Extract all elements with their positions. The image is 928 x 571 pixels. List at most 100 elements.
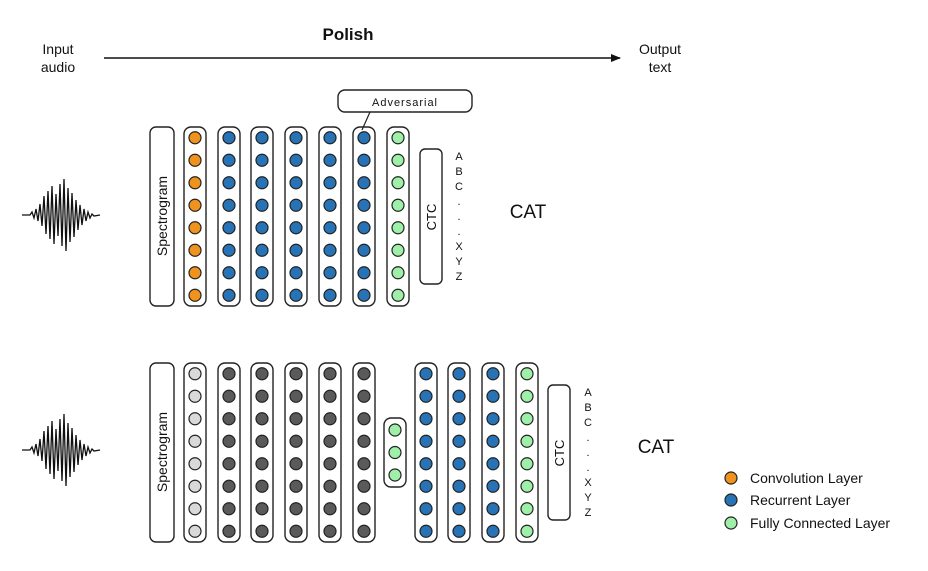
frozen-recurrent-node	[255, 367, 269, 381]
frozen-conv-node	[188, 412, 202, 426]
recurrent-node	[255, 153, 269, 167]
layer-column-recurrent	[481, 362, 505, 543]
recurrent-node	[419, 479, 433, 493]
layer-column-recurrent	[318, 126, 342, 307]
conv-node	[188, 221, 202, 235]
alphabet-char: B	[584, 402, 591, 414]
layer-column-recurrent	[352, 126, 376, 307]
recurrent-node	[452, 502, 466, 516]
ctc-label: CTC	[424, 204, 439, 231]
alphabet-char: .	[457, 226, 460, 238]
frozen-recurrent-node	[323, 479, 337, 493]
ctc-label: CTC	[552, 440, 567, 467]
frozen-recurrent-node	[357, 479, 371, 493]
frozen-conv-node	[188, 434, 202, 448]
recurrent-node	[323, 288, 337, 302]
input-label-line1: Input	[42, 41, 73, 57]
recurrent-node	[419, 389, 433, 403]
recurrent-node	[289, 288, 303, 302]
frozen-recurrent-node	[255, 502, 269, 516]
frozen-recurrent-node	[323, 434, 337, 448]
recurrent-node	[222, 131, 236, 145]
frozen-recurrent-node	[289, 389, 303, 403]
layer-column-frozen-recurrent	[250, 362, 274, 543]
recurrent-node	[289, 176, 303, 190]
bottom-output-word: CAT	[638, 437, 675, 458]
recurrent-node	[323, 243, 337, 257]
frozen-conv-node	[188, 367, 202, 381]
legend-swatch-fc	[724, 516, 738, 530]
frozen-recurrent-node	[255, 389, 269, 403]
layer-column-conv	[183, 126, 207, 307]
recurrent-node	[419, 367, 433, 381]
ctc-box	[547, 384, 571, 521]
recurrent-node	[289, 266, 303, 280]
frozen-recurrent-node	[289, 367, 303, 381]
fc-node	[520, 457, 534, 471]
legend-swatch-conv	[724, 471, 738, 485]
alphabet-char: .	[457, 211, 460, 223]
fc-node	[391, 131, 405, 145]
recurrent-node	[486, 479, 500, 493]
fc-node	[520, 434, 534, 448]
top-output-word: CAT	[510, 202, 547, 223]
layer-column-recurrent	[217, 126, 241, 307]
recurrent-node	[357, 266, 371, 280]
adversarial-pointer	[361, 111, 371, 131]
recurrent-node	[419, 502, 433, 516]
frozen-recurrent-node	[222, 389, 236, 403]
frozen-recurrent-node	[289, 434, 303, 448]
recurrent-node	[323, 176, 337, 190]
recurrent-node	[357, 243, 371, 257]
fc-node	[520, 367, 534, 381]
recurrent-node	[452, 524, 466, 538]
recurrent-node	[357, 288, 371, 302]
recurrent-node	[357, 131, 371, 145]
recurrent-node	[323, 221, 337, 235]
frozen-recurrent-node	[255, 524, 269, 538]
conv-node	[188, 131, 202, 145]
layer-column-frozen-recurrent	[217, 362, 241, 543]
frozen-recurrent-node	[255, 412, 269, 426]
recurrent-node	[222, 198, 236, 212]
fc-node	[391, 176, 405, 190]
fc-node	[520, 502, 534, 516]
conv-node	[188, 176, 202, 190]
recurrent-node	[323, 153, 337, 167]
legend-label-conv: Convolution Layer	[750, 470, 863, 486]
spectrogram-box	[149, 126, 175, 307]
alphabet-char: .	[586, 462, 589, 474]
top-layer-columns	[183, 126, 410, 307]
frozen-recurrent-node	[222, 412, 236, 426]
frozen-conv-node	[188, 389, 202, 403]
fc-node	[520, 412, 534, 426]
layer-column-recurrent	[414, 362, 438, 543]
fc-node	[391, 153, 405, 167]
layer-column-frozen-recurrent	[284, 362, 308, 543]
conv-node	[188, 243, 202, 257]
top-alphabet: ABC... XYZ	[455, 151, 463, 283]
alphabet-char: Z	[456, 271, 463, 283]
frozen-recurrent-node	[289, 412, 303, 426]
frozen-recurrent-node	[357, 367, 371, 381]
output-label-line1: Output	[639, 41, 681, 57]
recurrent-node	[222, 243, 236, 257]
ctc-box	[419, 148, 443, 285]
recurrent-node	[222, 176, 236, 190]
header: Input audio Polish Output text	[41, 25, 681, 75]
conv-node	[188, 153, 202, 167]
fc-node	[391, 198, 405, 212]
frozen-recurrent-node	[357, 412, 371, 426]
frozen-conv-node	[188, 457, 202, 471]
frozen-recurrent-node	[289, 479, 303, 493]
alphabet-char: .	[586, 447, 589, 459]
layer-column-frozen-recurrent	[318, 362, 342, 543]
recurrent-node	[289, 221, 303, 235]
frozen-recurrent-node	[323, 524, 337, 538]
recurrent-node	[486, 524, 500, 538]
conv-node	[188, 198, 202, 212]
frozen-conv-node	[188, 479, 202, 493]
recurrent-node	[323, 131, 337, 145]
recurrent-node	[452, 389, 466, 403]
frozen-recurrent-node	[289, 502, 303, 516]
